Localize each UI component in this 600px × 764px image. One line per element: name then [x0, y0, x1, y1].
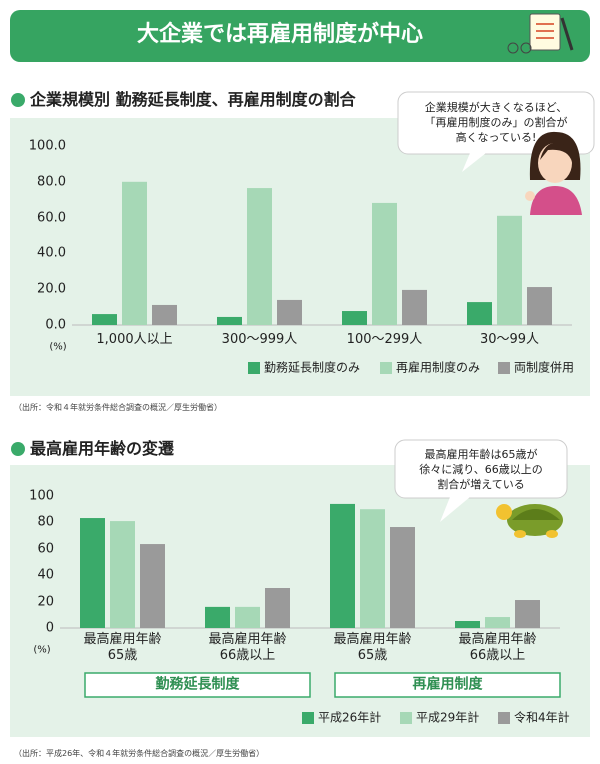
- bar: [235, 606, 260, 628]
- x-tick-label: 最高雇用年齢 66歳以上: [458, 632, 537, 663]
- y-tick-label: 60.0: [37, 210, 66, 226]
- legend-swatch: [380, 362, 392, 374]
- x-tick-label: 300～999人: [221, 332, 298, 347]
- group-box: [334, 672, 561, 698]
- bar: [402, 289, 427, 325]
- x-tick-label: 100～299人: [346, 332, 423, 347]
- legend-label: 令和4年計: [514, 710, 570, 725]
- y-tick-label: 100.0: [28, 138, 66, 154]
- page-title: 大企業では再雇用制度が中心: [136, 22, 423, 47]
- heading-dot: [11, 442, 25, 456]
- bar: [330, 503, 355, 628]
- legend-label: 勤務延長制度のみ: [264, 360, 361, 375]
- speech-bubble: [394, 439, 568, 522]
- y-tick-label: 20.0: [37, 281, 66, 297]
- bar: [92, 314, 117, 325]
- section-heading: 企業規模別 勤務延長制度、再雇用制度の割合: [30, 90, 356, 109]
- bar: [342, 311, 367, 325]
- x-tick-label: 最高雇用年齢 66歳以上: [208, 632, 287, 663]
- legend-label: 平成29年計: [416, 710, 480, 725]
- panel: [10, 118, 590, 396]
- bar: [152, 304, 177, 325]
- legend-swatch: [498, 362, 510, 374]
- x-tick-label: 1,000人以上: [96, 332, 173, 347]
- source-note: （出所：平成26年、令和４年就労条件総合調査の概況／厚生労働省）: [14, 749, 265, 758]
- bar: [205, 606, 230, 628]
- y-tick-label: 0.0: [45, 317, 66, 333]
- group-box: [84, 672, 311, 698]
- bar: [467, 302, 492, 325]
- bar: [140, 544, 165, 628]
- section-heading: 最高雇用年齢の変遷: [30, 439, 175, 458]
- bar: [110, 521, 135, 628]
- y-tick-label: 0: [45, 620, 54, 636]
- legend-label: 再雇用制度のみ: [396, 360, 481, 375]
- y-tick-label: 80.0: [37, 174, 66, 190]
- y-tick-label: 40.0: [37, 245, 66, 261]
- y-tick-label: 100: [29, 488, 54, 504]
- annotation: 企業規模が大きくなるほど、 「再雇用制度のみ」の割合が 高くなっている!: [424, 101, 568, 144]
- bar: [390, 527, 415, 628]
- bar: [455, 621, 480, 628]
- legend-swatch: [302, 712, 314, 724]
- y-tick-label: 40: [37, 567, 54, 583]
- notepad-icon: [507, 13, 574, 54]
- source-note: （出所：令和４年就労条件総合調査の概況／厚生労働省）: [14, 403, 222, 412]
- legend-swatch: [400, 712, 412, 724]
- woman-illustration: [525, 131, 582, 215]
- bar: [497, 215, 522, 325]
- title-banner: [10, 10, 590, 62]
- bar: [217, 316, 242, 325]
- bar: [360, 509, 385, 628]
- y-axis-label: (%): [33, 644, 51, 656]
- legend-swatch: [248, 362, 260, 374]
- y-axis-label: (%): [49, 341, 67, 353]
- group-label: 再雇用制度: [412, 676, 483, 693]
- y-tick-label: 20: [37, 594, 54, 610]
- legend-swatch: [498, 712, 510, 724]
- bar: [265, 588, 290, 628]
- bar: [372, 202, 397, 325]
- bar: [515, 600, 540, 628]
- x-tick-label: 最高雇用年齢 65歳: [333, 632, 412, 663]
- legend-label: 平成26年計: [318, 710, 382, 725]
- turtle-illustration: [496, 504, 563, 538]
- bar: [485, 617, 510, 628]
- x-tick-label: 最高雇用年齢 65歳: [83, 632, 162, 663]
- bar: [527, 287, 552, 325]
- y-tick-label: 60: [37, 541, 54, 557]
- bar: [247, 188, 272, 325]
- bar: [122, 181, 147, 325]
- bar: [80, 518, 105, 628]
- legend-label: 両制度併用: [514, 360, 575, 375]
- heading-dot: [11, 93, 25, 107]
- bar: [277, 299, 302, 325]
- annotation: 最高雇用年齢は65歳が 徐々に減り、66歳以上の 割合が増えている: [419, 448, 543, 491]
- group-label: 勤務延長制度: [155, 676, 240, 693]
- y-tick-label: 80: [37, 514, 54, 530]
- x-tick-label: 30～99人: [479, 332, 540, 347]
